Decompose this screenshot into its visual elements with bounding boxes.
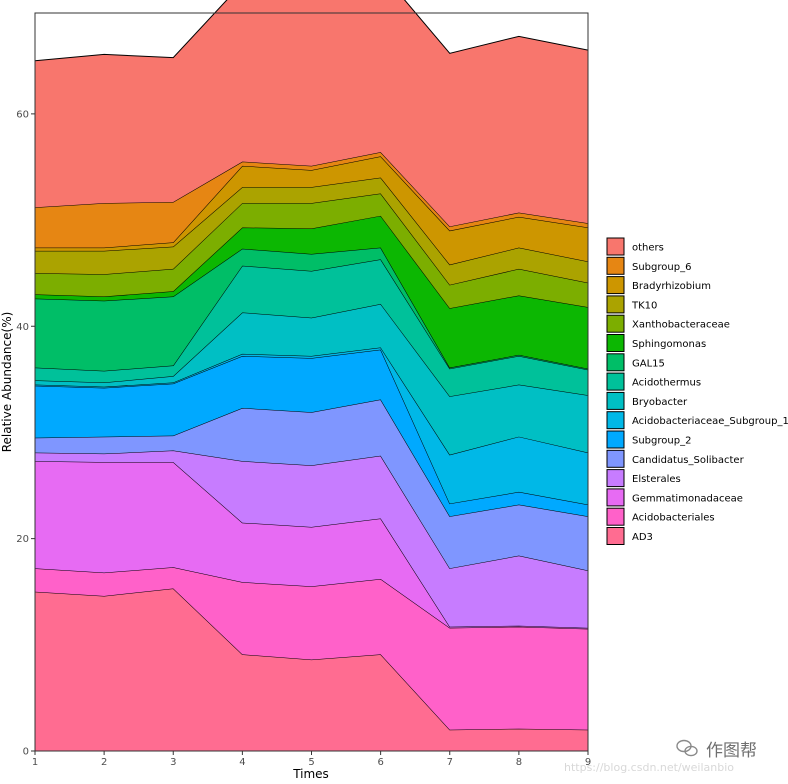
legend-label: Bradyrhizobium — [632, 281, 711, 292]
watermark-url: https://blog.csdn.net/weilanbio — [564, 761, 734, 774]
legend-swatch — [606, 411, 625, 430]
legend-label: Xanthobacteraceae — [632, 320, 730, 331]
area-acidobacteriales — [35, 567, 588, 730]
x-tick-label: 5 — [308, 757, 314, 768]
legend: others Subgroup_6 Bradyrhizobium TK10 Xantho… — [606, 237, 788, 545]
area-others — [35, 0, 588, 227]
area-subgroup-6 — [35, 152, 588, 248]
legend-item-tk10: TK10 — [606, 295, 657, 314]
wechat-icon — [676, 739, 698, 757]
legend-label: others — [632, 243, 664, 254]
area-subgroup-2 — [35, 349, 588, 517]
legend-label: Sphingomonas — [632, 339, 706, 350]
legend-item-elsterales: Elsterales — [606, 469, 681, 488]
legend-item-bryobacter: Bryobacter — [606, 391, 688, 410]
legend-swatch — [606, 256, 625, 275]
legend-item-acidobacteriaceae-subgroup-1: Acidobacteriaceae_Subgroup_1 — [606, 411, 788, 430]
watermark: 作图帮 https://blog.csdn.net/weilanbio — [564, 739, 757, 774]
legend-item-ad3: AD3 — [606, 527, 653, 545]
area-xanthobacteraceae — [35, 193, 588, 309]
y-tick-label: 40 — [16, 322, 29, 333]
legend-item-candidatus-solibacter: Candidatus_Solibacter — [606, 449, 745, 468]
area-gemmatimonadaceae — [35, 461, 588, 629]
y-tick-label: 20 — [16, 534, 29, 545]
legend-swatch — [606, 449, 625, 468]
legend-swatch — [606, 372, 625, 391]
legend-label: Subgroup_6 — [632, 262, 691, 273]
x-tick-label: 6 — [377, 757, 383, 768]
legend-swatch — [606, 430, 625, 449]
legend-item-others: others — [606, 237, 664, 256]
area-bryobacter — [35, 303, 588, 455]
legend-label: GAL15 — [632, 358, 665, 369]
legend-label: Acidothermus — [632, 378, 701, 389]
area-layers — [34, 0, 589, 751]
legend-label: AD3 — [632, 532, 653, 543]
x-tick-label: 1 — [32, 757, 38, 768]
area-gal15 — [35, 247, 588, 371]
x-tick-label: 3 — [170, 757, 176, 768]
area-elsterales — [35, 450, 588, 628]
legend-swatch — [606, 334, 625, 352]
legend-label: Acidobacteriales — [632, 513, 715, 524]
legend-label: Acidobacteriaceae_Subgroup_1 — [632, 416, 788, 427]
legend-item-subgroup-2: Subgroup_2 — [606, 430, 691, 449]
area-sphingomonas — [35, 215, 588, 369]
y-tick-label: 60 — [16, 109, 29, 120]
watermark-brand: 作图帮 — [706, 741, 757, 761]
legend-label: TK10 — [631, 300, 657, 311]
x-tick-label: 8 — [516, 757, 522, 768]
area-acidothermus — [35, 259, 588, 397]
x-tick-label: 2 — [101, 757, 107, 768]
axes: 1 2 3 4 5 6 7 8 9 0 20 40 60 — [16, 109, 591, 768]
legend-label: Subgroup_2 — [632, 436, 691, 447]
legend-label: Bryobacter — [632, 397, 688, 408]
legend-swatch — [606, 507, 625, 526]
area-tk10 — [35, 177, 588, 285]
x-axis-title: Times — [292, 767, 329, 781]
legend-swatch — [606, 469, 625, 488]
legend-item-bradyrhizobium: Bradyrhizobium — [606, 276, 711, 295]
legend-item-acidothermus: Acidothermus — [606, 372, 701, 391]
legend-swatch — [606, 314, 625, 333]
area-acidobacteriaceae-subgroup-1 — [35, 347, 588, 505]
x-tick-label: 7 — [447, 757, 453, 768]
y-tick-label: 0 — [23, 747, 29, 758]
x-tick-label: 9 — [585, 757, 591, 768]
legend-item-gal15: GAL15 — [606, 353, 665, 372]
legend-item-gemmatimonadaceae: Gemmatimonadaceae — [606, 488, 743, 507]
area-candidatus-solibacter — [35, 399, 588, 571]
legend-swatch — [606, 295, 625, 314]
area-bradyrhizobium — [35, 156, 588, 265]
x-tick-label: 4 — [239, 757, 245, 768]
legend-item-subgroup-6: Subgroup_6 — [606, 256, 691, 275]
legend-item-sphingomonas: Sphingomonas — [606, 334, 706, 352]
legend-item-xanthobacteraceae: Xanthobacteraceae — [606, 314, 730, 333]
legend-swatch — [606, 353, 625, 372]
legend-swatch — [606, 527, 625, 545]
legend-label: Candidatus_Solibacter — [632, 455, 745, 466]
legend-swatch — [606, 237, 625, 256]
area-ad3 — [35, 588, 588, 751]
legend-swatch — [606, 391, 625, 410]
area-outline-others — [34, 0, 589, 62]
legend-item-acidobacteriales: Acidobacteriales — [606, 507, 715, 526]
y-axis-title: Relative Abundance(%) — [0, 312, 14, 453]
legend-swatch — [606, 488, 625, 507]
legend-label: Elsterales — [632, 474, 681, 485]
legend-swatch — [606, 276, 625, 295]
legend-label: Gemmatimonadaceae — [632, 493, 743, 504]
